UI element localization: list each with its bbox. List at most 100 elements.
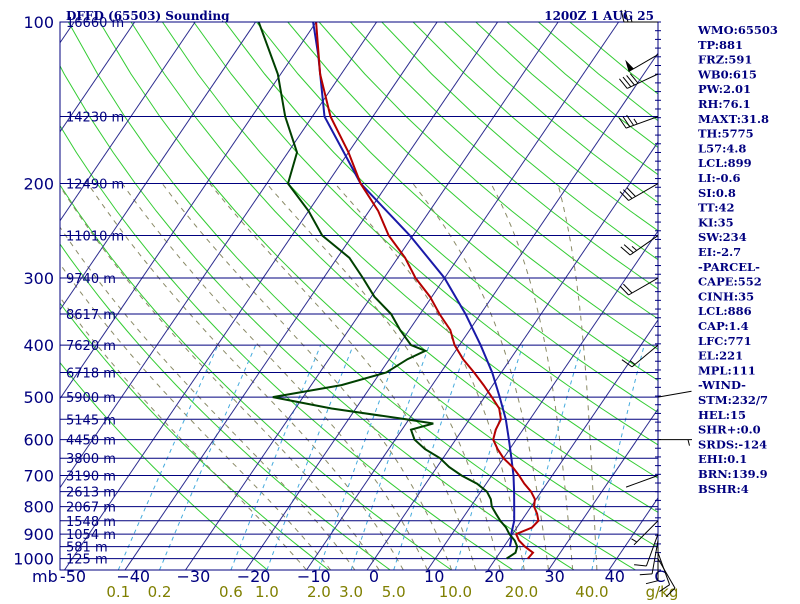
- wind-barb: [625, 55, 658, 72]
- wind-barb-half-flag: [634, 119, 637, 124]
- height-label: 4450 m: [66, 434, 116, 449]
- mixing-ratio-label: 20.0: [505, 583, 538, 600]
- sounding-index: MAXT:31.8: [698, 112, 769, 126]
- height-label: 2613 m: [66, 486, 116, 501]
- temperature-tick-label: 0: [369, 567, 379, 586]
- wind-barb-flag: [640, 574, 652, 575]
- sounding-index: EHI:0.1: [698, 452, 747, 466]
- station-title: DFFD (65503) Sounding: [66, 9, 230, 23]
- dry-adiabat: [131, 22, 758, 570]
- sounding-index: FRZ:591: [698, 53, 752, 67]
- wind-barb: [658, 440, 692, 446]
- temperature-tick-label: 20: [484, 567, 504, 586]
- height-label: 9740 m: [66, 272, 116, 287]
- sounding-index: CINH:35: [698, 289, 754, 303]
- pressure-tick-label: 300: [23, 269, 54, 288]
- pressure-tick-label: 900: [23, 525, 54, 544]
- pressure-tick-label: 100: [23, 13, 54, 32]
- sounding-index: LCL:899: [698, 156, 752, 170]
- moist-adiabat: [210, 184, 476, 571]
- mixing-ratio-line: [319, 345, 400, 570]
- sounding-index: LFC:771: [698, 334, 752, 348]
- sounding-index: CAPE:552: [698, 275, 762, 289]
- sounding-index: EI:-2.7: [698, 245, 741, 259]
- sounding-index: -WIND-: [698, 378, 746, 392]
- sounding-index: LI:-0.6: [698, 171, 741, 185]
- isotherm: [307, 22, 680, 570]
- pressure-tick-label: 500: [23, 388, 54, 407]
- dry-adiabat: [538, 22, 800, 570]
- sounding-index: KI:35: [698, 215, 734, 229]
- pressure-unit-label: mb: [32, 567, 58, 586]
- sounding-index: SHR+:0.0: [698, 423, 761, 437]
- sounding-index: BRN:139.9: [698, 467, 768, 481]
- pressure-tick-label: 600: [23, 431, 54, 450]
- height-label: 8617 m: [66, 308, 116, 323]
- wind-barb-half-flag: [632, 539, 637, 542]
- pressure-tick-label: 800: [23, 498, 54, 517]
- mixing-ratio-label: 0.2: [148, 583, 172, 600]
- isotherm: [186, 22, 559, 570]
- height-label: 14230 m: [66, 111, 124, 126]
- sounding-index: EL:221: [698, 349, 743, 363]
- mixing-ratio-line: [231, 345, 321, 570]
- height-label: 6718 m: [66, 367, 116, 382]
- height-label: 12490 m: [66, 178, 124, 193]
- moist-adiabat: [9, 184, 331, 571]
- frame-layer: [60, 22, 661, 570]
- wind-barb: [658, 391, 692, 397]
- moist-adiabat: [491, 184, 573, 571]
- sounding-index: STM:232/7: [698, 393, 768, 407]
- moist-adiabat: [162, 184, 452, 571]
- temperature-tick-label: -50: [60, 567, 86, 586]
- dry-adiabat: [0, 22, 329, 570]
- dry-adiabat: [100, 22, 697, 570]
- mixing-ratio-label: 2.0: [307, 583, 331, 600]
- sounding-index: TH:5775: [698, 127, 754, 141]
- isotherm: [0, 22, 74, 570]
- sounding-index: RH:76.1: [698, 97, 751, 111]
- pressure-tick-label: 1000: [13, 550, 54, 569]
- isotherm: [0, 22, 316, 570]
- sounding-index: TT:42: [698, 201, 735, 215]
- wind-barb-half-flag: [688, 440, 690, 446]
- wind-barb-staff: [629, 278, 658, 295]
- mixing-ratio-label: 5.0: [382, 583, 406, 600]
- wind-barb-half-flag: [632, 246, 637, 250]
- grid-layer: [0, 22, 800, 570]
- wind-barb: [632, 521, 659, 545]
- wind-barb-staff: [626, 116, 658, 128]
- isotherm: [549, 22, 800, 570]
- sounding-index: WMO:65503: [697, 23, 778, 37]
- wind-barb: [619, 115, 658, 128]
- sounding-index: LCL:886: [698, 304, 752, 318]
- mixing-ratio-label: 3.0: [339, 583, 363, 600]
- wind-barb-staff: [626, 476, 658, 488]
- sounding-index: CAP:1.4: [698, 319, 749, 333]
- wind-barb: [620, 278, 658, 295]
- height-label: 11010 m: [66, 230, 124, 245]
- sounding-index: -PARCEL-: [698, 260, 760, 274]
- dry-adiabat: [0, 22, 390, 570]
- dry-adiabat: [68, 22, 635, 570]
- mixing-ratio-line: [118, 345, 218, 570]
- sounding-index: SW:234: [698, 230, 747, 244]
- mixing-ratio-line: [160, 345, 256, 570]
- sounding-index: BSHR:4: [698, 482, 749, 496]
- parcel-curve: [313, 22, 514, 547]
- isotherm: [367, 22, 740, 570]
- pressure-tick-label: 700: [23, 467, 54, 486]
- sounding-index: PW:2.01: [698, 82, 751, 96]
- sounding-index: SI:0.8: [698, 186, 736, 200]
- height-label: 5900 m: [66, 391, 116, 406]
- sounding-index: SRDS:-124: [698, 437, 767, 451]
- wind-barb-staff: [658, 391, 692, 397]
- wind-barb-flag: [634, 565, 646, 566]
- mixing-ratio-label: 0.1: [106, 583, 130, 600]
- pressure-tick-label: 200: [23, 175, 54, 194]
- moist-adiabat: [413, 184, 549, 571]
- wind-barb-staff: [632, 345, 658, 367]
